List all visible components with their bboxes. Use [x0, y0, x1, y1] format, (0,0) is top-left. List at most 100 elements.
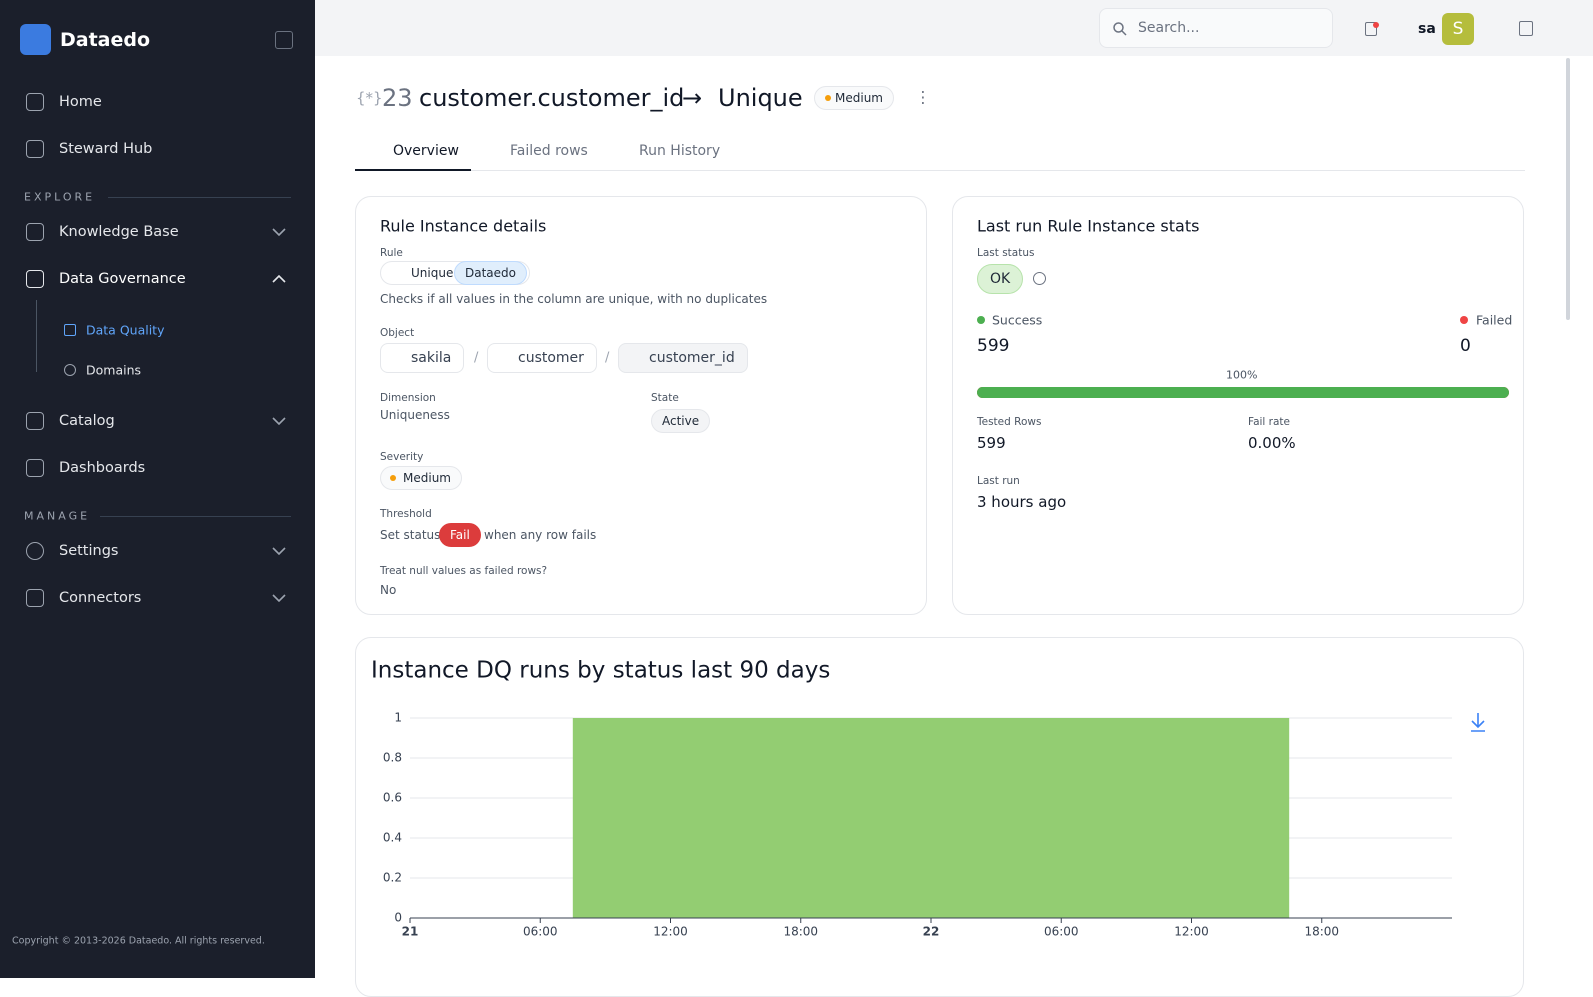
nav-item[interactable]: Home: [59, 94, 102, 110]
rule-name: Unique: [718, 84, 803, 112]
status-chip: OK: [977, 264, 1024, 294]
stat-value: 599: [977, 434, 1006, 452]
chevron: [272, 275, 286, 283]
tabs-border: [355, 170, 1525, 171]
progress-label: 100%: [1226, 368, 1258, 382]
x-tick-label: 06:00: [523, 925, 558, 939]
progress-fill: [977, 387, 1509, 398]
rule-chip[interactable]: Unique: [380, 261, 531, 285]
nav-item[interactable]: Steward Hub: [59, 141, 153, 157]
notification-dot: [1373, 22, 1379, 28]
path-separator: /: [605, 350, 610, 366]
nav-subitem[interactable]: Data Quality: [86, 322, 165, 338]
section-label: EXPLORE: [24, 190, 96, 204]
x-tick-label: 21: [402, 925, 419, 939]
topbar: Search... sa S: [315, 0, 1593, 56]
info-icon[interactable]: [1033, 272, 1046, 285]
domains-icon: [64, 364, 76, 376]
stat-label: Success: [992, 312, 1043, 328]
nav-item[interactable]: Settings: [59, 543, 119, 559]
more-menu[interactable]: ⋮: [915, 87, 931, 107]
nav-subitem[interactable]: Domains: [86, 362, 142, 378]
y-tick-label: 0: [394, 911, 402, 925]
field-label: Rule: [380, 247, 403, 259]
home-icon: [26, 93, 44, 111]
field-value: Uniqueness: [380, 408, 450, 422]
connectors-icon: [26, 589, 44, 607]
logout[interactable]: [1519, 21, 1533, 36]
user-name: sa: [1418, 21, 1436, 37]
object-chip[interactable]: sakila: [380, 343, 465, 373]
chart-title: Instance DQ runs by status last 90 days: [371, 658, 830, 684]
nav-item[interactable]: Data Governance: [59, 271, 186, 287]
notifications[interactable]: [1365, 22, 1377, 36]
chart-card: Instance DQ runs by status last 90 days …: [355, 637, 1524, 997]
state-chip: Active: [651, 409, 711, 433]
failed-dot: [1460, 316, 1468, 324]
tab[interactable]: Failed rows: [510, 143, 588, 159]
section-label: MANAGE: [24, 509, 91, 523]
settings-icon: [26, 542, 44, 560]
chevron: [272, 547, 286, 555]
stats-card: Last run Rule Instance stats Last status…: [952, 196, 1524, 615]
nav-item[interactable]: Catalog: [59, 413, 115, 429]
instance-id: 23: [382, 84, 413, 112]
y-tick-label: 0.8: [383, 751, 402, 765]
rule-description: Checks if all values in the column are u…: [380, 292, 768, 306]
x-tick-label: 18:00: [1304, 925, 1339, 939]
field-label: State: [651, 392, 679, 404]
nav-item[interactable]: Knowledge Base: [59, 224, 179, 240]
divider: [108, 197, 291, 198]
card-title: Last run Rule Instance stats: [977, 216, 1200, 236]
avatar[interactable]: S: [1442, 13, 1474, 45]
severity-dot: [825, 95, 831, 101]
field-label: Dimension: [380, 392, 436, 404]
x-tick-label: 18:00: [783, 925, 818, 939]
tab[interactable]: Overview: [393, 143, 459, 159]
field-label: Threshold: [380, 508, 432, 520]
x-tick-label: 12:00: [1174, 925, 1209, 939]
copyright: Copyright © 2013-2026 Dataedo. All right…: [12, 935, 265, 947]
stat-label: Failed: [1476, 312, 1513, 328]
sidebar: Dataedo Home Steward Hub EXPLORE Knowled…: [0, 0, 315, 978]
y-tick-label: 0.4: [383, 831, 402, 845]
threshold-text: when any row fails: [484, 528, 597, 542]
arrow: →: [682, 84, 703, 112]
rule-icon: {*}: [356, 89, 383, 107]
collapse-button[interactable]: [275, 31, 293, 49]
column-name: customer.customer_id: [419, 84, 685, 112]
search-placeholder: Search...: [1138, 20, 1200, 36]
tab[interactable]: Run History: [639, 143, 721, 159]
field-label: Tested Rows: [977, 416, 1042, 428]
field-value: No: [380, 583, 397, 597]
progress-track: [977, 387, 1509, 398]
governance-icon: [26, 270, 44, 288]
field-label: Fail rate: [1248, 416, 1291, 428]
x-tick-label: 22: [923, 925, 940, 939]
bar: [572, 718, 1290, 918]
object-chip[interactable]: customer: [487, 343, 597, 373]
y-tick-label: 1: [394, 711, 402, 725]
search-icon: [1113, 22, 1127, 36]
chevron: [272, 228, 286, 236]
divider: [100, 516, 291, 517]
field-label: Severity: [380, 451, 424, 463]
download-button[interactable]: [1471, 713, 1485, 732]
threshold-text: Set status: [380, 528, 441, 542]
field-label: Last status: [977, 247, 1035, 259]
brand: Dataedo: [60, 29, 151, 51]
scrollbar: [1566, 58, 1570, 320]
rule-source: Dataedo: [454, 261, 527, 285]
path-separator: /: [474, 350, 479, 366]
stat-value: 3 hours ago: [977, 493, 1067, 511]
field-label: Treat null values as failed rows?: [380, 565, 548, 577]
nav-item[interactable]: Connectors: [59, 590, 142, 606]
y-tick-label: 0.2: [383, 871, 402, 885]
object-chip[interactable]: customer_id: [618, 343, 748, 373]
details-card: Rule Instance details Rule Unique Dataed…: [355, 196, 927, 615]
search-box[interactable]: Search...: [1099, 8, 1333, 48]
nav-item[interactable]: Dashboards: [59, 460, 146, 476]
x-tick-label: 12:00: [653, 925, 688, 939]
